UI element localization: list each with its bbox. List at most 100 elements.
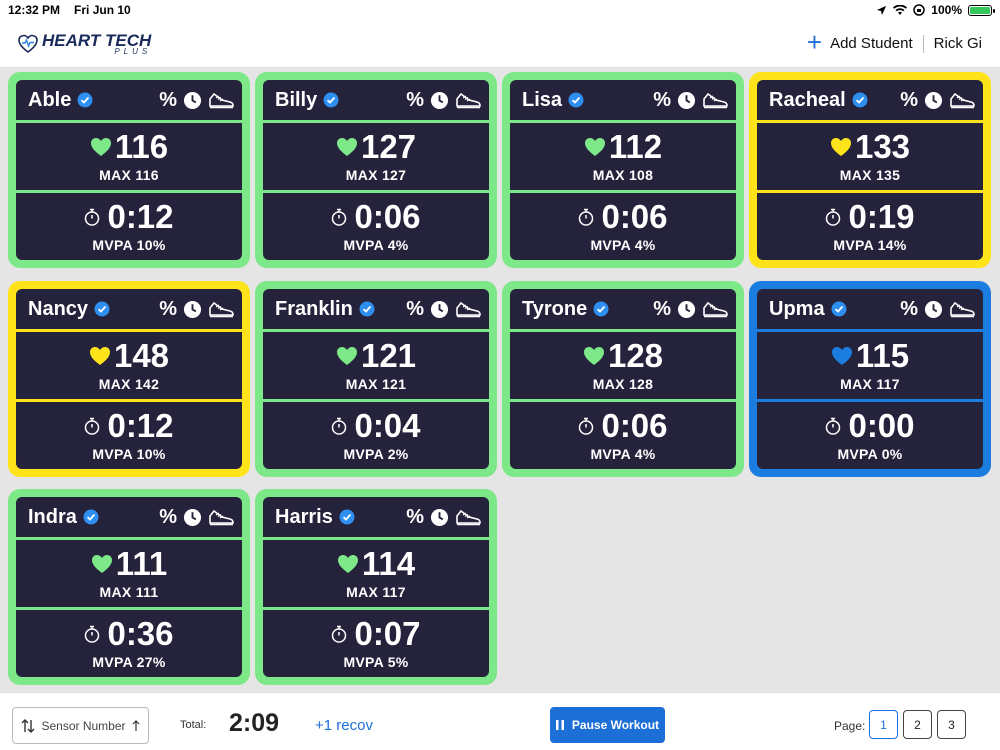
- shoe-icon[interactable]: [455, 91, 481, 109]
- mvpa-section: 0:00 MVPA 0%: [757, 402, 983, 469]
- verified-check-icon: [852, 92, 868, 108]
- mvpa-section: 0:06 MVPA 4%: [510, 193, 736, 260]
- clock-icon[interactable]: [430, 508, 449, 527]
- page-button-1[interactable]: 1: [869, 710, 898, 739]
- stopwatch-icon: [85, 417, 100, 435]
- percent-icon[interactable]: %: [159, 505, 177, 528]
- percent-icon[interactable]: %: [406, 297, 424, 320]
- student-card[interactable]: Upma% 115 MAX 117 0:00 MVPA 0%: [749, 281, 991, 477]
- recov-link[interactable]: +1 recov: [315, 717, 373, 734]
- card-divider: [757, 190, 983, 193]
- stopwatch-icon: [85, 625, 100, 643]
- shoe-icon[interactable]: [455, 300, 481, 318]
- heart-shield-icon: [18, 34, 38, 53]
- percent-icon[interactable]: %: [406, 88, 424, 111]
- mvpa-percent: MVPA 27%: [92, 654, 166, 670]
- percent-icon[interactable]: %: [653, 297, 671, 320]
- percent-icon[interactable]: %: [900, 88, 918, 111]
- percent-icon[interactable]: %: [406, 505, 424, 528]
- verified-check-icon: [323, 92, 339, 108]
- student-card[interactable]: Indra% 111 MAX 111 0:36 MVPA 27%: [8, 489, 250, 685]
- shoe-icon[interactable]: [702, 300, 728, 318]
- shoe-icon[interactable]: [208, 300, 234, 318]
- student-card[interactable]: Racheal% 133 MAX 135 0:19 MVPA 14%: [749, 72, 991, 268]
- percent-icon[interactable]: %: [653, 88, 671, 111]
- shoe-icon[interactable]: [949, 91, 975, 109]
- heart-rate-value: 128: [607, 337, 664, 374]
- max-heart-rate: MAX 111: [99, 584, 159, 600]
- stopwatch-icon: [85, 208, 100, 226]
- card-divider: [263, 607, 489, 610]
- clock-icon[interactable]: [677, 300, 696, 319]
- clock-icon[interactable]: [183, 508, 202, 527]
- page-button-3[interactable]: 3: [937, 710, 966, 739]
- student-card-body: Racheal% 133 MAX 135 0:19 MVPA 14%: [757, 80, 983, 260]
- shoe-icon[interactable]: [208, 508, 234, 526]
- max-heart-rate: MAX 116: [99, 167, 159, 183]
- student-card[interactable]: Able% 116 MAX 116 0:12 MVPA 10%: [8, 72, 250, 268]
- heart-rate-section: 127 MAX 127: [263, 123, 489, 190]
- student-card[interactable]: Harris% 114 MAX 117 0:07 MVPA 5%: [255, 489, 497, 685]
- mvpa-percent: MVPA 5%: [343, 654, 409, 670]
- clock-icon[interactable]: [924, 300, 943, 319]
- shoe-icon[interactable]: [702, 91, 728, 109]
- mvpa-section: 0:07 MVPA 5%: [263, 610, 489, 677]
- student-card-header: Indra%: [16, 497, 242, 537]
- sort-sensor-button[interactable]: Sensor Number: [12, 707, 149, 744]
- clock-icon[interactable]: [183, 91, 202, 110]
- pause-workout-button[interactable]: Pause Workout: [550, 707, 665, 743]
- shoe-icon[interactable]: [455, 508, 481, 526]
- student-card[interactable]: Tyrone% 128 MAX 128 0:06 MVPA 4%: [502, 281, 744, 477]
- clock-icon[interactable]: [183, 300, 202, 319]
- heart-rate-value: 115: [855, 337, 910, 374]
- card-divider: [16, 399, 242, 402]
- clock-icon[interactable]: [924, 91, 943, 110]
- clock-icon[interactable]: [430, 300, 449, 319]
- student-card-body: Indra% 111 MAX 111 0:36 MVPA 27%: [16, 497, 242, 677]
- verified-check-icon: [94, 301, 110, 317]
- percent-icon[interactable]: %: [159, 88, 177, 111]
- heart-rate-section: 115 MAX 117: [757, 332, 983, 399]
- student-card-body: Upma% 115 MAX 117 0:00 MVPA 0%: [757, 289, 983, 469]
- heart-icon: [830, 137, 851, 156]
- mvpa-time: 0:19: [848, 198, 915, 235]
- shoe-icon[interactable]: [208, 91, 234, 109]
- student-card-header: Racheal%: [757, 80, 983, 120]
- heart-rate-value: 148: [113, 337, 170, 374]
- total-label: Total:: [180, 719, 207, 731]
- card-divider: [757, 399, 983, 402]
- student-name: Harris: [275, 505, 333, 528]
- card-divider: [263, 120, 489, 123]
- heart-rate-value: 127: [360, 128, 417, 165]
- heart-icon: [831, 346, 852, 365]
- heart-icon: [90, 137, 111, 156]
- page-button-2[interactable]: 2: [903, 710, 932, 739]
- card-actions: %: [159, 89, 234, 112]
- add-student-button[interactable]: + Add Student: [806, 27, 913, 57]
- plus-icon: +: [806, 27, 823, 57]
- percent-icon[interactable]: %: [900, 297, 918, 320]
- card-divider: [263, 399, 489, 402]
- max-heart-rate: MAX 108: [592, 167, 654, 183]
- battery-percent: 100%: [931, 3, 962, 17]
- shoe-icon[interactable]: [949, 300, 975, 318]
- mvpa-time: 0:12: [107, 407, 174, 444]
- stopwatch-icon: [332, 417, 347, 435]
- student-card-header: Harris%: [263, 497, 489, 537]
- card-actions: %: [159, 298, 234, 321]
- student-card[interactable]: Lisa% 112 MAX 108 0:06 MVPA 4%: [502, 72, 744, 268]
- page-label: Page:: [834, 719, 866, 733]
- student-card[interactable]: Franklin% 121 MAX 121 0:04 MVPA 2%: [255, 281, 497, 477]
- user-name[interactable]: Rick Gi: [933, 35, 982, 52]
- student-card[interactable]: Nancy% 148 MAX 142 0:12 MVPA 10%: [8, 281, 250, 477]
- mvpa-section: 0:12 MVPA 10%: [16, 193, 242, 260]
- student-card[interactable]: Billy% 127 MAX 127 0:06 MVPA 4%: [255, 72, 497, 268]
- clock-icon[interactable]: [677, 91, 696, 110]
- student-name: Nancy: [28, 297, 89, 320]
- clock-icon[interactable]: [430, 91, 449, 110]
- mvpa-time: 0:36: [107, 615, 174, 652]
- card-divider: [757, 120, 983, 123]
- percent-icon[interactable]: %: [159, 297, 177, 320]
- mvpa-section: 0:04 MVPA 2%: [263, 402, 489, 469]
- header-actions: + Add Student Rick Gi: [806, 27, 982, 57]
